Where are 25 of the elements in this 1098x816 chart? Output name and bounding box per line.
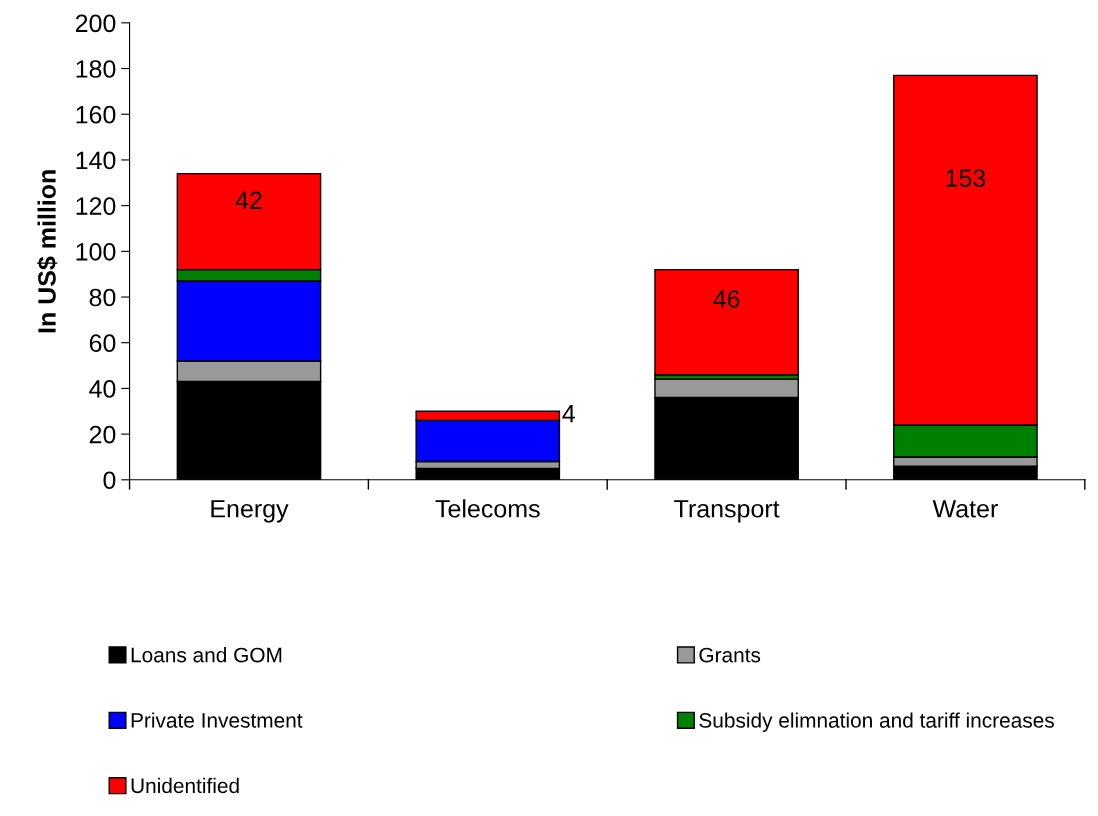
legend-label: Loans and GOM <box>131 647 282 663</box>
y-tick-label: 120 <box>76 197 116 215</box>
x-tick-label: Energy <box>211 500 289 523</box>
y-tick-label: 60 <box>89 334 116 353</box>
legend-label: Private Investment <box>131 712 303 728</box>
y-tick-label: 80 <box>89 288 116 307</box>
data-label: 153 <box>946 169 986 187</box>
legend-label: Grants <box>699 647 761 663</box>
y-tick-label: 180 <box>76 60 116 78</box>
legend-label: Unidentified <box>131 777 239 794</box>
data-label: 46 <box>713 290 740 308</box>
y-tick-label: 40 <box>89 380 116 398</box>
y-tick-label: 0 <box>103 471 116 490</box>
x-tick-label: Telecoms <box>435 499 540 518</box>
y-tick-label: 20 <box>89 425 116 444</box>
y-tick-label: 100 <box>76 242 116 261</box>
y-tick-label: 160 <box>76 105 116 124</box>
y-tick-label: 140 <box>76 151 116 170</box>
data-label: 4 <box>562 405 575 423</box>
x-tick-label: Water <box>932 500 998 518</box>
data-label: 42 <box>235 191 262 209</box>
y-axis-title: In US$ million <box>37 170 58 333</box>
legend-label: Subsidy elimnation and tariff increases <box>699 712 1054 732</box>
y-tick-label: 200 <box>75 14 116 33</box>
x-tick-label: Transport <box>674 500 780 523</box>
